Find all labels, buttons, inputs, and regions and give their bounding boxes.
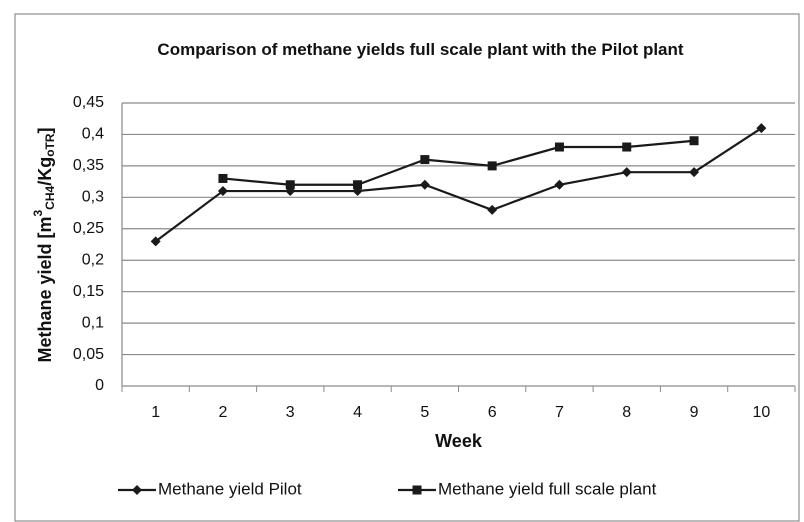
x-tick-label: 6 (488, 404, 497, 421)
x-tick-label: 3 (286, 404, 295, 421)
point (353, 180, 363, 190)
y-tick-label: 0,2 (82, 251, 104, 268)
x-axis-label: Week (435, 431, 483, 451)
point (689, 167, 700, 178)
point (285, 180, 295, 190)
point (487, 204, 498, 215)
point (218, 173, 228, 183)
series-line (222, 139, 695, 186)
y-tick-label: 0 (95, 377, 104, 394)
x-tick-label: 4 (353, 404, 362, 421)
x-tick-label: 2 (218, 404, 227, 421)
y-axis-label-part: oTR (43, 133, 57, 157)
x-tick-label: 10 (752, 404, 770, 421)
point (487, 161, 497, 171)
x-tick-label: 5 (420, 404, 429, 421)
y-tick-label: 0,15 (73, 283, 104, 300)
point (622, 142, 632, 152)
y-tick-label: 0,35 (73, 157, 104, 174)
x-tick-label: 8 (622, 404, 631, 421)
point (420, 155, 430, 165)
x-tick-label: 1 (151, 404, 160, 421)
series-line (154, 127, 762, 243)
y-tick-label: 0,45 (73, 94, 104, 111)
y-tick-label: 0,05 (73, 346, 104, 363)
y-axis-label-part: Methane yield [m (35, 217, 55, 363)
point (689, 136, 699, 146)
y-axis-label: Methane yield [m3CH4/KgoTR] (31, 127, 57, 362)
legend-label: Methane yield Pilot (158, 479, 302, 498)
y-tick-label: 0,1 (82, 314, 104, 331)
legend-marker (132, 485, 142, 495)
x-tick-label: 9 (690, 404, 699, 421)
point (756, 123, 767, 134)
point (621, 167, 632, 178)
point (150, 236, 161, 247)
legend-marker (412, 485, 422, 495)
y-axis-label-part: CH4 (43, 185, 57, 209)
x-tick-label: 7 (555, 404, 564, 421)
chart-title: Comparison of methane yields full scale … (157, 40, 684, 59)
y-axis-label-part: 3 (31, 210, 45, 217)
y-axis-label-part: /Kg (35, 157, 55, 186)
point (217, 186, 228, 197)
point (554, 179, 565, 190)
point (419, 179, 430, 190)
y-tick-label: 0,25 (73, 220, 104, 237)
legend-label: Methane yield full scale plant (438, 479, 657, 498)
y-tick-label: 0,4 (82, 126, 104, 143)
chart-frame (14, 13, 800, 522)
y-axis-label-part: ] (35, 127, 55, 133)
y-tick-label: 0,3 (82, 189, 104, 206)
point (554, 142, 564, 152)
